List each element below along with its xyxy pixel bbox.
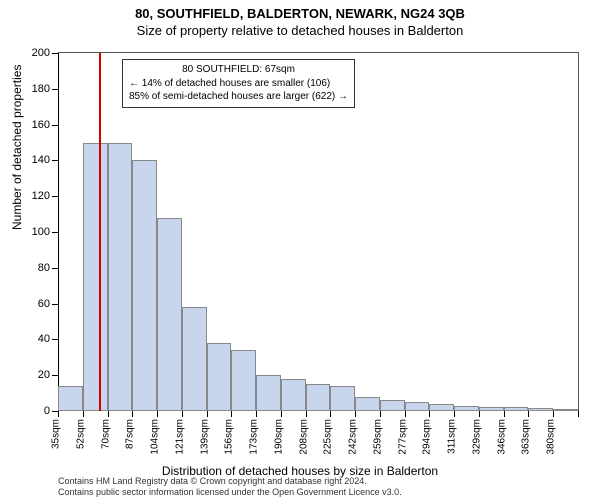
x-tick bbox=[330, 411, 331, 417]
y-tick-label: 200 bbox=[10, 47, 58, 59]
histogram-bar bbox=[231, 350, 256, 411]
annotation-line1: 80 SOUTHFIELD: 67sqm bbox=[129, 63, 348, 77]
histogram-bar bbox=[380, 400, 405, 411]
x-tick-label: 242sqm bbox=[348, 419, 359, 455]
x-tick bbox=[380, 411, 381, 417]
footer-line1: Contains HM Land Registry data © Crown c… bbox=[58, 476, 402, 487]
histogram-bar bbox=[405, 402, 430, 411]
y-tick-label: 40 bbox=[10, 333, 58, 345]
x-tick bbox=[479, 411, 480, 417]
x-tick-label: 139sqm bbox=[199, 419, 210, 455]
histogram-bar bbox=[256, 375, 281, 411]
x-tick bbox=[207, 411, 208, 417]
y-axis-label: Number of detached properties bbox=[10, 65, 24, 230]
annotation-line3: 85% of semi-detached houses are larger (… bbox=[129, 90, 348, 104]
footer-line2: Contains public sector information licen… bbox=[58, 487, 402, 498]
x-tick bbox=[355, 411, 356, 417]
y-tick-label: 60 bbox=[10, 298, 58, 310]
x-tick-label: 346sqm bbox=[496, 419, 507, 455]
x-tick-label: 173sqm bbox=[249, 419, 260, 455]
x-tick-label: 311sqm bbox=[447, 419, 458, 454]
y-tick-label: 80 bbox=[10, 262, 58, 274]
histogram-bar bbox=[528, 408, 553, 411]
histogram-bar bbox=[355, 397, 380, 411]
x-tick-label: 208sqm bbox=[298, 419, 309, 455]
y-tick-label: 20 bbox=[10, 369, 58, 381]
chart-subtitle: Size of property relative to detached ho… bbox=[0, 21, 600, 38]
x-tick-label: 104sqm bbox=[150, 419, 161, 455]
histogram-bar bbox=[132, 160, 157, 411]
x-tick-label: 190sqm bbox=[273, 419, 284, 455]
x-tick-label: 363sqm bbox=[521, 419, 532, 455]
annotation-box: 80 SOUTHFIELD: 67sqm ← 14% of detached h… bbox=[122, 59, 355, 108]
x-tick bbox=[182, 411, 183, 417]
x-tick bbox=[108, 411, 109, 417]
histogram-bar bbox=[182, 307, 207, 411]
x-tick bbox=[504, 411, 505, 417]
x-tick-label: 156sqm bbox=[224, 419, 235, 455]
x-tick-label: 35sqm bbox=[51, 419, 62, 449]
histogram-bar bbox=[306, 384, 331, 411]
y-tick-label: 0 bbox=[10, 405, 58, 417]
x-tick bbox=[58, 411, 59, 417]
histogram-bar bbox=[58, 386, 83, 411]
x-tick bbox=[429, 411, 430, 417]
histogram-bar bbox=[429, 404, 454, 411]
x-tick bbox=[231, 411, 232, 417]
x-tick bbox=[281, 411, 282, 417]
histogram-bar bbox=[108, 143, 133, 412]
footer-attribution: Contains HM Land Registry data © Crown c… bbox=[58, 476, 402, 498]
x-tick-label: 294sqm bbox=[422, 419, 433, 455]
histogram-bar bbox=[479, 407, 504, 411]
x-tick-label: 87sqm bbox=[125, 419, 136, 449]
x-tick-label: 259sqm bbox=[372, 419, 383, 455]
x-tick-label: 70sqm bbox=[100, 419, 111, 449]
x-tick bbox=[256, 411, 257, 417]
x-tick bbox=[553, 411, 554, 417]
x-tick bbox=[132, 411, 133, 417]
annotation-line2: ← 14% of detached houses are smaller (10… bbox=[129, 77, 348, 91]
x-tick bbox=[528, 411, 529, 417]
x-tick bbox=[306, 411, 307, 417]
x-tick bbox=[454, 411, 455, 417]
x-tick bbox=[157, 411, 158, 417]
x-tick-label: 52sqm bbox=[75, 419, 86, 449]
x-tick-label: 121sqm bbox=[174, 419, 185, 455]
reference-line bbox=[99, 53, 101, 411]
chart-title: 80, SOUTHFIELD, BALDERTON, NEWARK, NG24 … bbox=[0, 0, 600, 21]
histogram-bar bbox=[330, 386, 355, 411]
histogram-bar bbox=[281, 379, 306, 411]
x-tick bbox=[405, 411, 406, 417]
x-tick-label: 329sqm bbox=[471, 419, 482, 455]
chart-plot-area: 80 SOUTHFIELD: 67sqm ← 14% of detached h… bbox=[58, 52, 579, 411]
x-tick-label: 277sqm bbox=[397, 419, 408, 455]
x-tick-label: 380sqm bbox=[546, 419, 557, 455]
x-tick-label: 225sqm bbox=[323, 419, 334, 455]
histogram-bar bbox=[207, 343, 232, 411]
histogram-bar bbox=[504, 407, 529, 411]
histogram-bar bbox=[553, 409, 578, 411]
histogram-bar bbox=[83, 143, 108, 412]
x-tick bbox=[83, 411, 84, 417]
x-tick bbox=[578, 411, 579, 417]
histogram-bar bbox=[454, 406, 479, 411]
histogram-bar bbox=[157, 218, 182, 411]
